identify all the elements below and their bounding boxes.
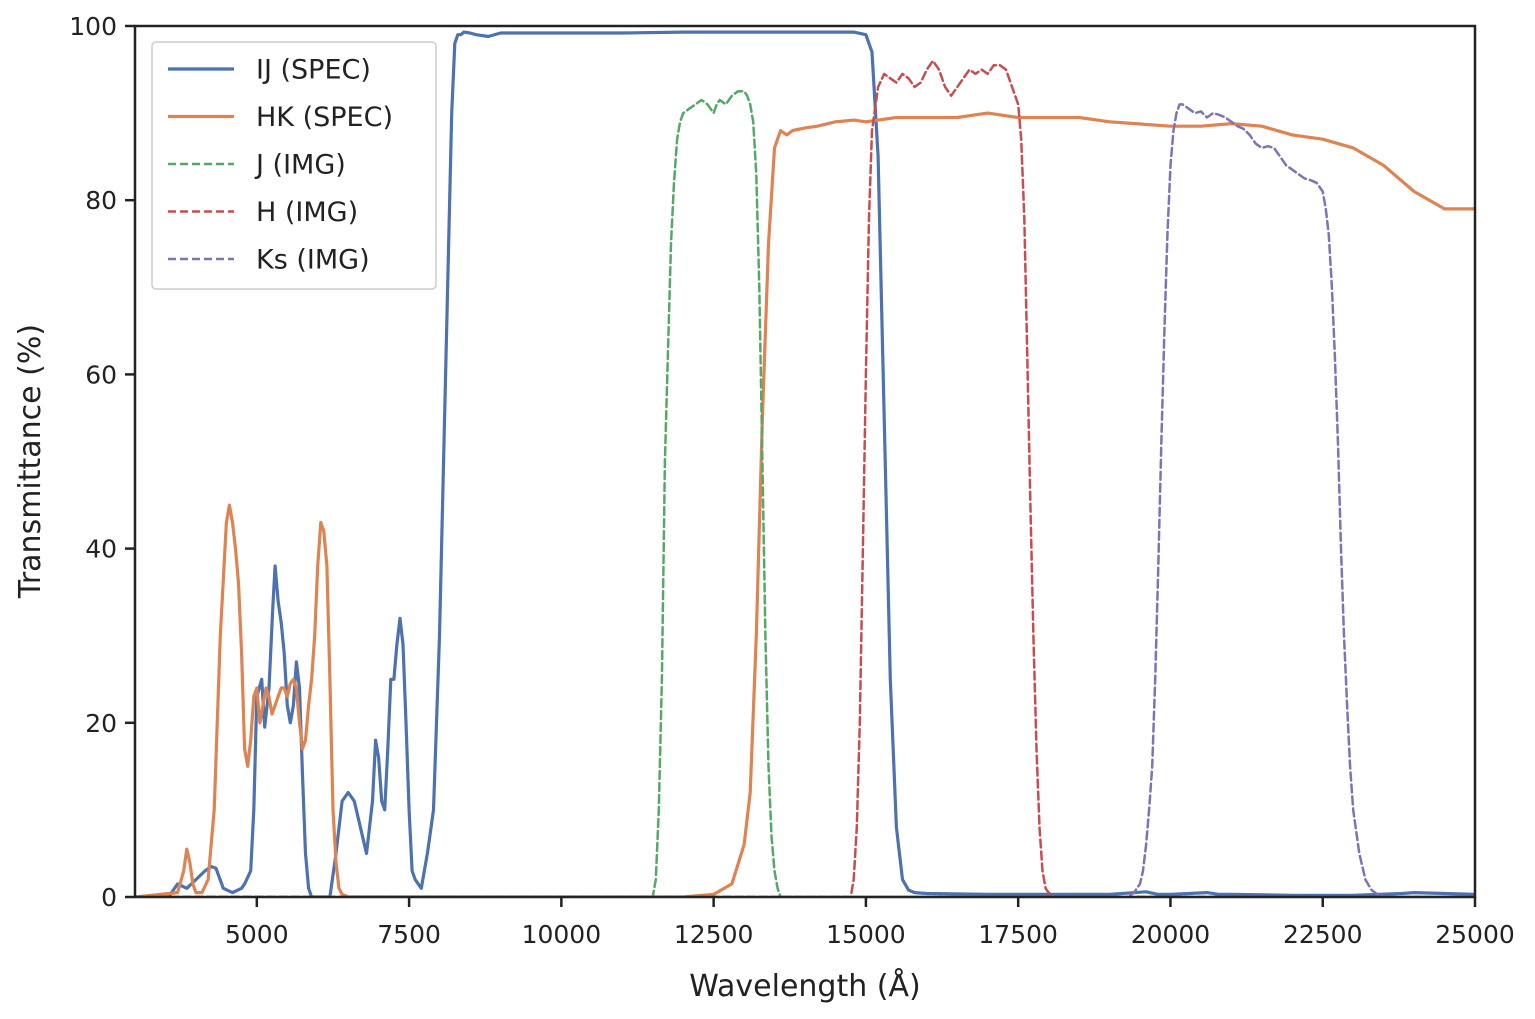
x-tick-label: 25000 <box>1435 920 1515 949</box>
y-tick-label: 80 <box>85 186 117 215</box>
y-tick-label: 40 <box>85 535 117 564</box>
legend-label-4: Ks (IMG) <box>256 245 370 276</box>
series-line-4 <box>135 103 1475 897</box>
series-layer <box>135 30 1475 897</box>
x-tick-label: 7500 <box>377 920 441 949</box>
series-line-0 <box>135 30 1475 897</box>
series-line-2 <box>135 90 1475 897</box>
x-tick-label: 20000 <box>1131 920 1211 949</box>
y-tick-label: 0 <box>101 883 117 912</box>
series-line-3 <box>135 59 1475 897</box>
y-tick-label: 20 <box>85 709 117 738</box>
x-tick-label: 17500 <box>978 920 1058 949</box>
legend-box <box>151 41 437 290</box>
x-tick-label: 15000 <box>826 920 906 949</box>
legend-label-1: HK (SPEC) <box>256 102 393 133</box>
y-tick-label: 60 <box>85 360 117 389</box>
x-tick-label: 5000 <box>225 920 289 949</box>
legend-label-3: H (IMG) <box>256 197 358 228</box>
plot-frame <box>133 24 1477 899</box>
series-line-1 <box>135 111 1475 897</box>
x-tick-label: 12500 <box>674 920 754 949</box>
y-axis: 0 20 40 60 80 100 <box>69 12 135 912</box>
y-tick-label: 100 <box>69 12 117 41</box>
legend-label-2: J (IMG) <box>254 150 346 181</box>
x-axis: 5000 7500 10000 12500 15000 17500 20000 22500 25… <box>225 897 1515 949</box>
x-tick-label: 10000 <box>522 920 602 949</box>
x-tick-label: 22500 <box>1283 920 1363 949</box>
legend: IJ (SPEC) HK (SPEC) J (IMG) H (IMG) Ks (IMG) <box>151 41 437 290</box>
y-axis-title: Transmittance (%) <box>13 324 48 599</box>
legend-label-0: IJ (SPEC) <box>256 55 371 86</box>
x-axis-title: Wavelength (Å) <box>689 968 920 1004</box>
